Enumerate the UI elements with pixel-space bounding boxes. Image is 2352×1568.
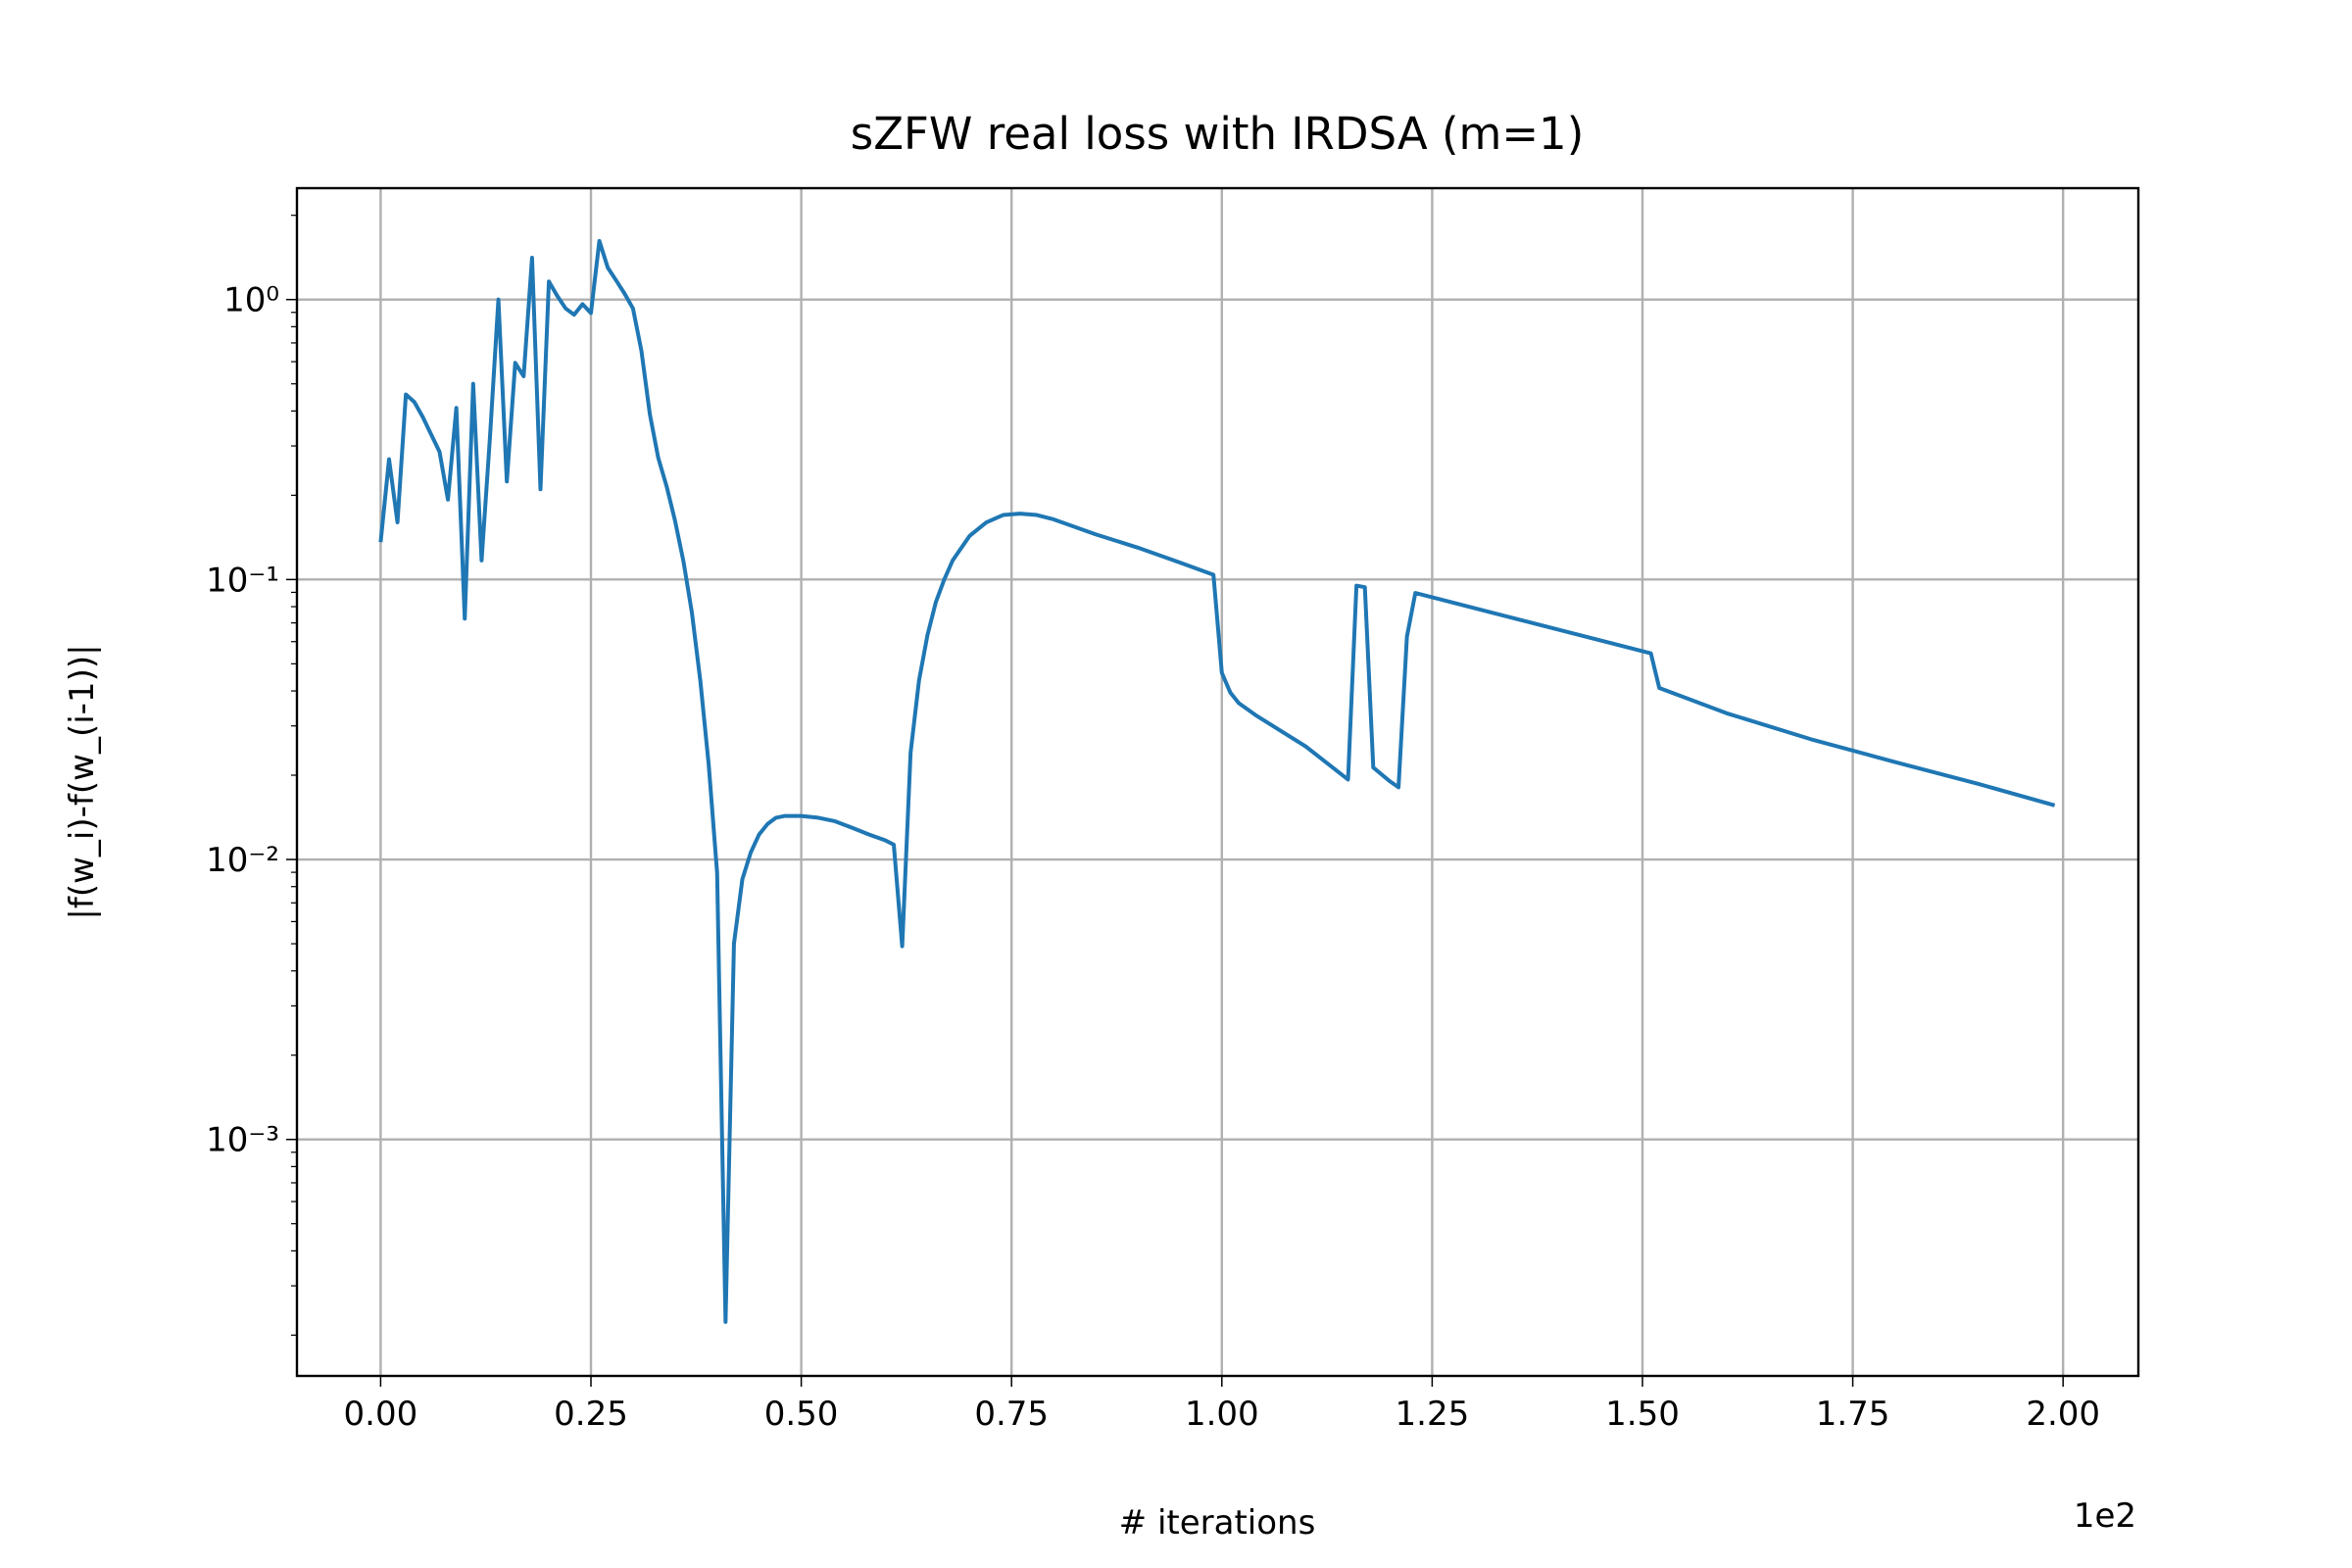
x-tick-label: 1.75 bbox=[1816, 1395, 1890, 1434]
x-tick-label: 0.25 bbox=[554, 1395, 628, 1434]
chart-title: sZFW real loss with IRDSA (m=1) bbox=[851, 108, 1585, 160]
y-tick-label: 10⁻¹ bbox=[206, 561, 279, 600]
x-axis-label: # iterations bbox=[1119, 1503, 1316, 1543]
x-tick-label: 2.00 bbox=[2026, 1395, 2100, 1434]
y-axis-label: |f(w_i)-f(w_(i-1))| bbox=[63, 644, 102, 919]
x-tick-label: 0.00 bbox=[344, 1395, 418, 1434]
x-tick-label: 0.75 bbox=[974, 1395, 1049, 1434]
y-tick-label: 10⁰ bbox=[223, 281, 279, 320]
data-line bbox=[378, 238, 2056, 1324]
x-tick-label: 1.00 bbox=[1185, 1395, 1259, 1434]
x-tick-label: 1.25 bbox=[1396, 1395, 1470, 1434]
y-tick-label: 10⁻³ bbox=[206, 1121, 279, 1160]
plot-frame bbox=[295, 186, 2140, 1378]
x-tick-label: 1.50 bbox=[1605, 1395, 1680, 1434]
x-offset-label: 1e2 bbox=[2074, 1496, 2136, 1536]
y-tick-label: 10⁻² bbox=[206, 841, 279, 880]
x-tick-label: 0.50 bbox=[764, 1395, 839, 1434]
